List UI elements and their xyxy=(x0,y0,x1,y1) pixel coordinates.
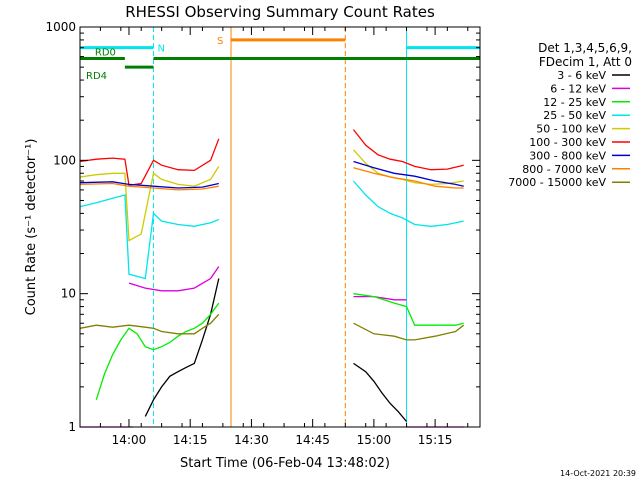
legend-label-4: 25 - 50 keV xyxy=(543,109,606,122)
legend-label-3: 12 - 25 keV xyxy=(543,96,606,109)
x-tick-label-5: 15:00 xyxy=(357,433,392,447)
series-6-line-1 xyxy=(79,138,220,187)
series-9-line-2 xyxy=(353,322,465,341)
series-3-line-2 xyxy=(353,293,464,326)
legend-label-1: 3 - 6 keV xyxy=(557,69,606,82)
legend-header-1: Det 1,3,4,5,6,9, xyxy=(538,41,632,55)
series-8-line-1 xyxy=(79,182,219,191)
x-tick-label-6: 15:15 xyxy=(418,433,453,447)
series-8-line-2 xyxy=(353,167,464,189)
series-3-line-1 xyxy=(95,302,220,400)
y-tick-label-4: 1000 xyxy=(45,20,76,34)
series-6-line-2 xyxy=(352,129,464,171)
y-axis-label: Count Rate (s⁻¹ detector⁻¹) xyxy=(24,139,39,316)
decimation-label-rd0: RD0 xyxy=(95,48,116,59)
plot-frame xyxy=(79,26,481,428)
legend: Det 1,3,4,5,6,9,FDecim 1, Att 03 - 6 keV… xyxy=(508,41,632,189)
series-2-line-3 xyxy=(353,295,407,301)
series-4-line-2 xyxy=(353,180,464,227)
legend-label-8: 800 - 7000 keV xyxy=(522,163,606,176)
plot-content: N S RD0 RD4 xyxy=(79,27,481,428)
y-tick-label-2: 10 xyxy=(61,287,76,301)
series-7-line-2 xyxy=(353,160,464,187)
series-5-line-1 xyxy=(79,166,220,242)
legend-label-7: 300 - 800 keV xyxy=(529,149,606,162)
series-9-line-1 xyxy=(79,313,220,335)
legend-header-2: FDecim 1, Att 0 xyxy=(539,55,632,69)
legend-label-6: 100 - 300 keV xyxy=(529,136,606,149)
series-1-line-1 xyxy=(144,278,220,417)
series-2-line-2 xyxy=(128,266,220,292)
legend-label-5: 50 - 100 keV xyxy=(536,123,606,136)
legend-label-2: 6 - 12 keV xyxy=(550,82,606,95)
series-7-line-1 xyxy=(79,181,219,189)
y-tick-label-1: 1 xyxy=(68,420,76,434)
decimation-label-rd4: RD4 xyxy=(86,71,107,82)
x-axis-label: Start Time (06-Feb-04 13:48:02) xyxy=(180,456,390,471)
night-label: N xyxy=(157,44,164,55)
x-tick-label-4: 14:45 xyxy=(295,433,330,447)
legend-label-9: 7000 - 15000 keV xyxy=(508,176,606,189)
saa-label: S xyxy=(217,36,223,47)
x-tick-label-3: 14:30 xyxy=(234,433,269,447)
series-4-line-1 xyxy=(79,194,220,280)
chart-title: RHESSI Observing Summary Count Rates xyxy=(125,3,435,21)
axes: 14:00 14:15 14:30 14:45 15:00 15:15 1 10 100 1000 xyxy=(45,20,480,447)
x-tick-label-2: 14:15 xyxy=(173,433,208,447)
timestamp: 14-Oct-2021 20:39 xyxy=(560,469,636,478)
series-1-line-2 xyxy=(353,362,407,422)
x-tick-label-1: 14:00 xyxy=(112,433,147,447)
y-tick-label-3: 100 xyxy=(53,153,76,167)
